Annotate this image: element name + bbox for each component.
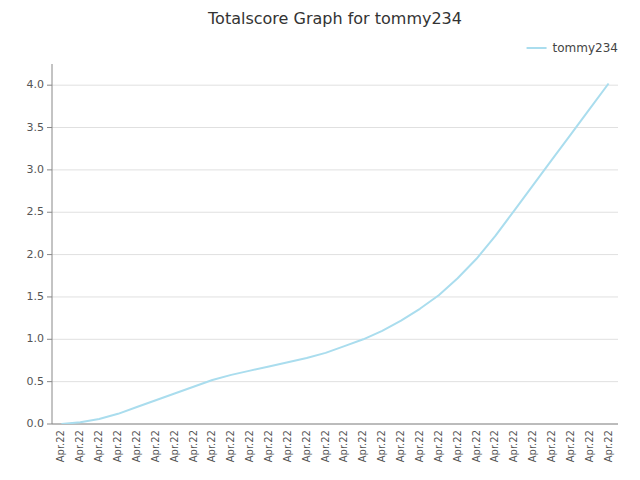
- y-tick: [47, 424, 52, 425]
- legend: tommy234: [527, 41, 618, 55]
- x-tick-label: Apr.22: [320, 430, 331, 462]
- y-tick: [47, 296, 52, 297]
- x-tick-label: Apr.22: [565, 430, 576, 462]
- y-tick-label: 2.0: [27, 248, 45, 261]
- x-tick-label: Apr.22: [584, 430, 595, 462]
- y-tick: [47, 127, 52, 128]
- y-tick: [47, 85, 52, 86]
- legend-swatch: [527, 47, 547, 49]
- y-tick: [47, 339, 52, 340]
- x-tick-label: Apr.22: [55, 430, 66, 462]
- x-tick-label: Apr.22: [452, 430, 463, 462]
- y-tick-label: 3.5: [27, 121, 45, 134]
- plot-area: [61, 83, 608, 424]
- y-tick-label: 3.0: [27, 163, 45, 176]
- x-tick-label: Apr.22: [263, 430, 274, 462]
- title: Totalscore Graph for tommy234: [207, 9, 462, 28]
- x-tick-label: Apr.22: [357, 430, 368, 462]
- y-tick: [47, 381, 52, 382]
- x-axis-line: [52, 424, 618, 425]
- x-tick-label: Apr.22: [150, 430, 161, 462]
- x-tick-label: Apr.22: [244, 430, 255, 462]
- x-tick-label: Apr.22: [282, 430, 293, 462]
- y-axis-line: [52, 64, 53, 424]
- grid-line: [52, 296, 618, 297]
- x-tick-label: Apr.22: [546, 430, 557, 462]
- x-tick-label: Apr.22: [225, 430, 236, 462]
- x-tick-label: Apr.22: [508, 430, 519, 462]
- y-tick-label: 2.5: [27, 205, 45, 218]
- x-tick-label: Apr.22: [301, 430, 312, 462]
- x-tick-label: Apr.22: [395, 430, 406, 462]
- y-tick-label: 1.5: [27, 290, 45, 303]
- y-tick-label: 0.5: [27, 375, 45, 388]
- grid-line: [52, 169, 618, 170]
- x-tick-label: Apr.22: [131, 430, 142, 462]
- grid-line: [52, 254, 618, 255]
- x-tick-label: Apr.22: [112, 430, 123, 462]
- x-tick-label: Apr.22: [603, 430, 614, 462]
- line: [61, 83, 608, 424]
- x-tick-label: Apr.22: [206, 430, 217, 462]
- x-tick-label: Apr.22: [414, 430, 425, 462]
- x-tick-label: Apr.22: [376, 430, 387, 462]
- x-tick-label: Apr.22: [188, 430, 199, 462]
- grid-line: [52, 381, 618, 382]
- x-tick-label: Apr.22: [74, 430, 85, 462]
- grid-line: [52, 85, 618, 86]
- y-tick-label: 1.0: [27, 332, 45, 345]
- x-tick-label: Apr.22: [527, 430, 538, 462]
- y-tick: [47, 169, 52, 170]
- y-tick-label: 4.0: [27, 78, 45, 91]
- x-tick-label: Apr.22: [471, 430, 482, 462]
- legend-item: tommy234: [527, 41, 618, 55]
- grid-line: [52, 127, 618, 128]
- x-tick-label: Apr.22: [169, 430, 180, 462]
- y-tick: [47, 254, 52, 255]
- y-tick-label: 0.0: [27, 417, 45, 430]
- x-tick-label: Apr.22: [338, 430, 349, 462]
- y-grid: [47, 85, 618, 424]
- x-tick-label: Apr.22: [93, 430, 104, 462]
- legend-label: tommy234: [553, 41, 618, 55]
- x-tick-label: Apr.22: [489, 430, 500, 462]
- chart: 0.0 0.5 1.0 1.5 2.0 2.5 3.0 3.5 4.0 Apr.22 Apr.22 A…: [0, 0, 640, 480]
- grid-line: [52, 212, 618, 213]
- y-tick: [47, 212, 52, 213]
- x-tick-label: Apr.22: [433, 430, 444, 462]
- grid-line: [52, 339, 618, 340]
- grid-line: [52, 424, 618, 425]
